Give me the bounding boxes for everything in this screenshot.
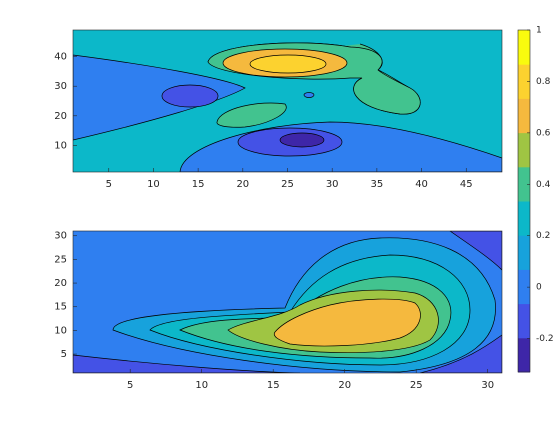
x-tick-label: 35 (371, 179, 384, 190)
colorbar-segment (518, 201, 530, 236)
x-tick-label: 30 (326, 179, 339, 190)
colorbar-tick-label: 0 (536, 283, 542, 293)
x-tick-label: 25 (281, 179, 294, 190)
x-tick-label: 20 (338, 380, 351, 391)
colorbar-segment (518, 269, 530, 305)
colorbar-segment (518, 166, 530, 202)
bottom-contour (73, 231, 502, 373)
x-tick-label: 15 (267, 380, 280, 391)
colorbar-tick-label: 0.2 (536, 231, 550, 241)
y-tick-label: 10 (54, 140, 67, 151)
colorbar-box (517, 29, 531, 373)
x-tick-label: 5 (127, 380, 133, 391)
y-tick-label: 20 (54, 111, 67, 122)
colorbar-segment (518, 30, 530, 65)
colorbar-tick-label: 0.6 (536, 128, 551, 138)
axes-box (72, 230, 503, 374)
x-tick-label: 5 (106, 179, 112, 190)
contour-region (161, 84, 219, 108)
y-tick-label: 15 (54, 302, 67, 313)
y-tick-label: 30 (54, 231, 67, 242)
x-tick-label: 15 (192, 179, 205, 190)
colorbar-segment (518, 132, 530, 168)
colorbar-segment (518, 98, 530, 134)
contour-region (73, 54, 246, 141)
x-tick-label: 30 (481, 380, 494, 391)
colorbar-tick-label: 1 (536, 26, 542, 36)
colorbar-segment (518, 235, 530, 270)
y-tick-label: 40 (54, 52, 67, 63)
y-tick-label: 25 (54, 254, 67, 265)
contour-region (273, 298, 421, 347)
x-tick-label: 40 (415, 179, 428, 190)
y-tick-label: 10 (54, 325, 67, 336)
colorbar-segment (518, 303, 530, 339)
x-tick-label: 25 (410, 380, 423, 391)
y-tick-label: 20 (54, 278, 67, 289)
colorbar-tick-label: -0.2 (536, 334, 554, 344)
contour-region (249, 54, 327, 74)
x-tick-label: 10 (195, 380, 208, 391)
top-contour (73, 30, 502, 172)
y-tick-label: 30 (54, 81, 67, 92)
colorbar-segment (518, 64, 530, 99)
contour-region (279, 132, 325, 148)
x-tick-label: 20 (236, 179, 249, 190)
colorbar: -0.2 0 0.2 0.4 0.6 0.8 1 (517, 26, 554, 373)
y-tick-label: 5 (61, 349, 67, 360)
x-tick-label: 10 (147, 179, 160, 190)
colorbar-tick-label: 0.4 (536, 180, 551, 190)
x-tick-label: 45 (460, 179, 473, 190)
colorbar-segment (518, 337, 530, 373)
colorbar-tick-label: 0.8 (536, 77, 551, 87)
contour-region (216, 102, 287, 128)
contour-region (303, 92, 315, 98)
